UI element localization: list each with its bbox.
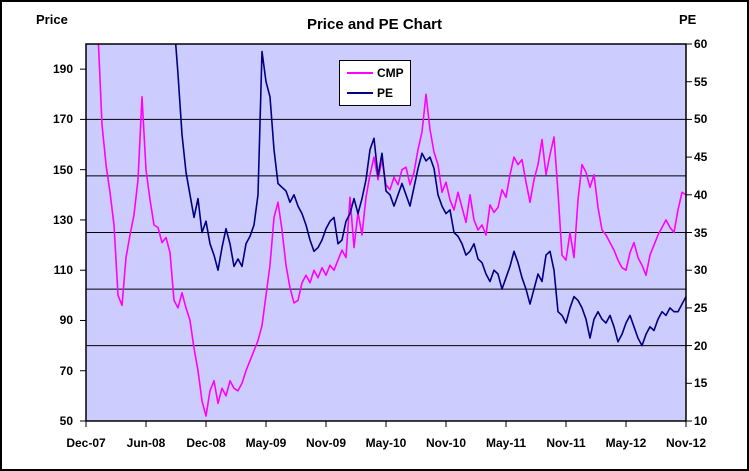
left-axis-tick-label: 90 <box>59 313 73 328</box>
x-axis-tick-label: Nov-10 <box>425 436 466 450</box>
x-axis-tick-label: Nov-09 <box>305 436 346 450</box>
x-axis-tick-label: May-11 <box>485 436 527 450</box>
x-axis-tick-label: May-10 <box>365 436 407 450</box>
right-axis-tick-label: 15 <box>694 376 708 391</box>
x-axis-tick-label: Nov-11 <box>546 436 586 450</box>
legend-item-pe: PE <box>347 83 410 103</box>
right-axis-tick-label: 35 <box>694 225 708 240</box>
chart-title: Price and PE Chart <box>306 16 443 33</box>
x-axis-tick-label: May-12 <box>605 436 647 450</box>
legend-label-cmp: CMP <box>377 66 404 80</box>
pe-line <box>174 44 686 347</box>
left-axis-tick-label: 130 <box>52 212 73 227</box>
right-axis-title: PE <box>679 12 697 27</box>
right-axis-tick-label: 40 <box>694 187 708 202</box>
left-axis-title: Price <box>36 12 68 27</box>
right-axis-tick-label: 10 <box>694 414 708 428</box>
x-axis-tick-label: Dec-08 <box>186 436 226 450</box>
pe-line-swatch <box>347 92 373 94</box>
right-axis-tick-label: 55 <box>694 74 708 89</box>
cmp-line-swatch <box>347 72 373 74</box>
left-axis-tick-label: 150 <box>52 162 73 177</box>
legend: CMP PE <box>339 60 411 106</box>
right-axis-tick-label: 30 <box>694 263 708 278</box>
right-axis-tick-label: 60 <box>694 37 708 51</box>
left-axis-tick-label: 170 <box>52 112 73 127</box>
legend-item-cmp: CMP <box>347 63 410 83</box>
right-axis-tick-label: 50 <box>694 112 708 127</box>
x-axis-tick-label: Jun-08 <box>126 436 166 450</box>
x-axis-tick-label: Dec-07 <box>66 436 106 450</box>
x-axis-tick-label: Nov-12 <box>665 436 706 450</box>
plot-border <box>85 43 687 422</box>
left-axis-tick-label: 190 <box>52 62 73 77</box>
left-axis-tick-label: 70 <box>59 363 73 378</box>
left-axis-tick-label: 50 <box>59 414 73 428</box>
right-axis-tick-label: 45 <box>694 150 708 165</box>
right-axis-tick-label: 20 <box>694 338 708 353</box>
x-axis-tick-label: May-09 <box>245 436 287 450</box>
right-axis-tick-label: 25 <box>694 300 708 315</box>
left-axis-tick-label: 110 <box>53 263 73 278</box>
legend-label-pe: PE <box>377 86 394 100</box>
